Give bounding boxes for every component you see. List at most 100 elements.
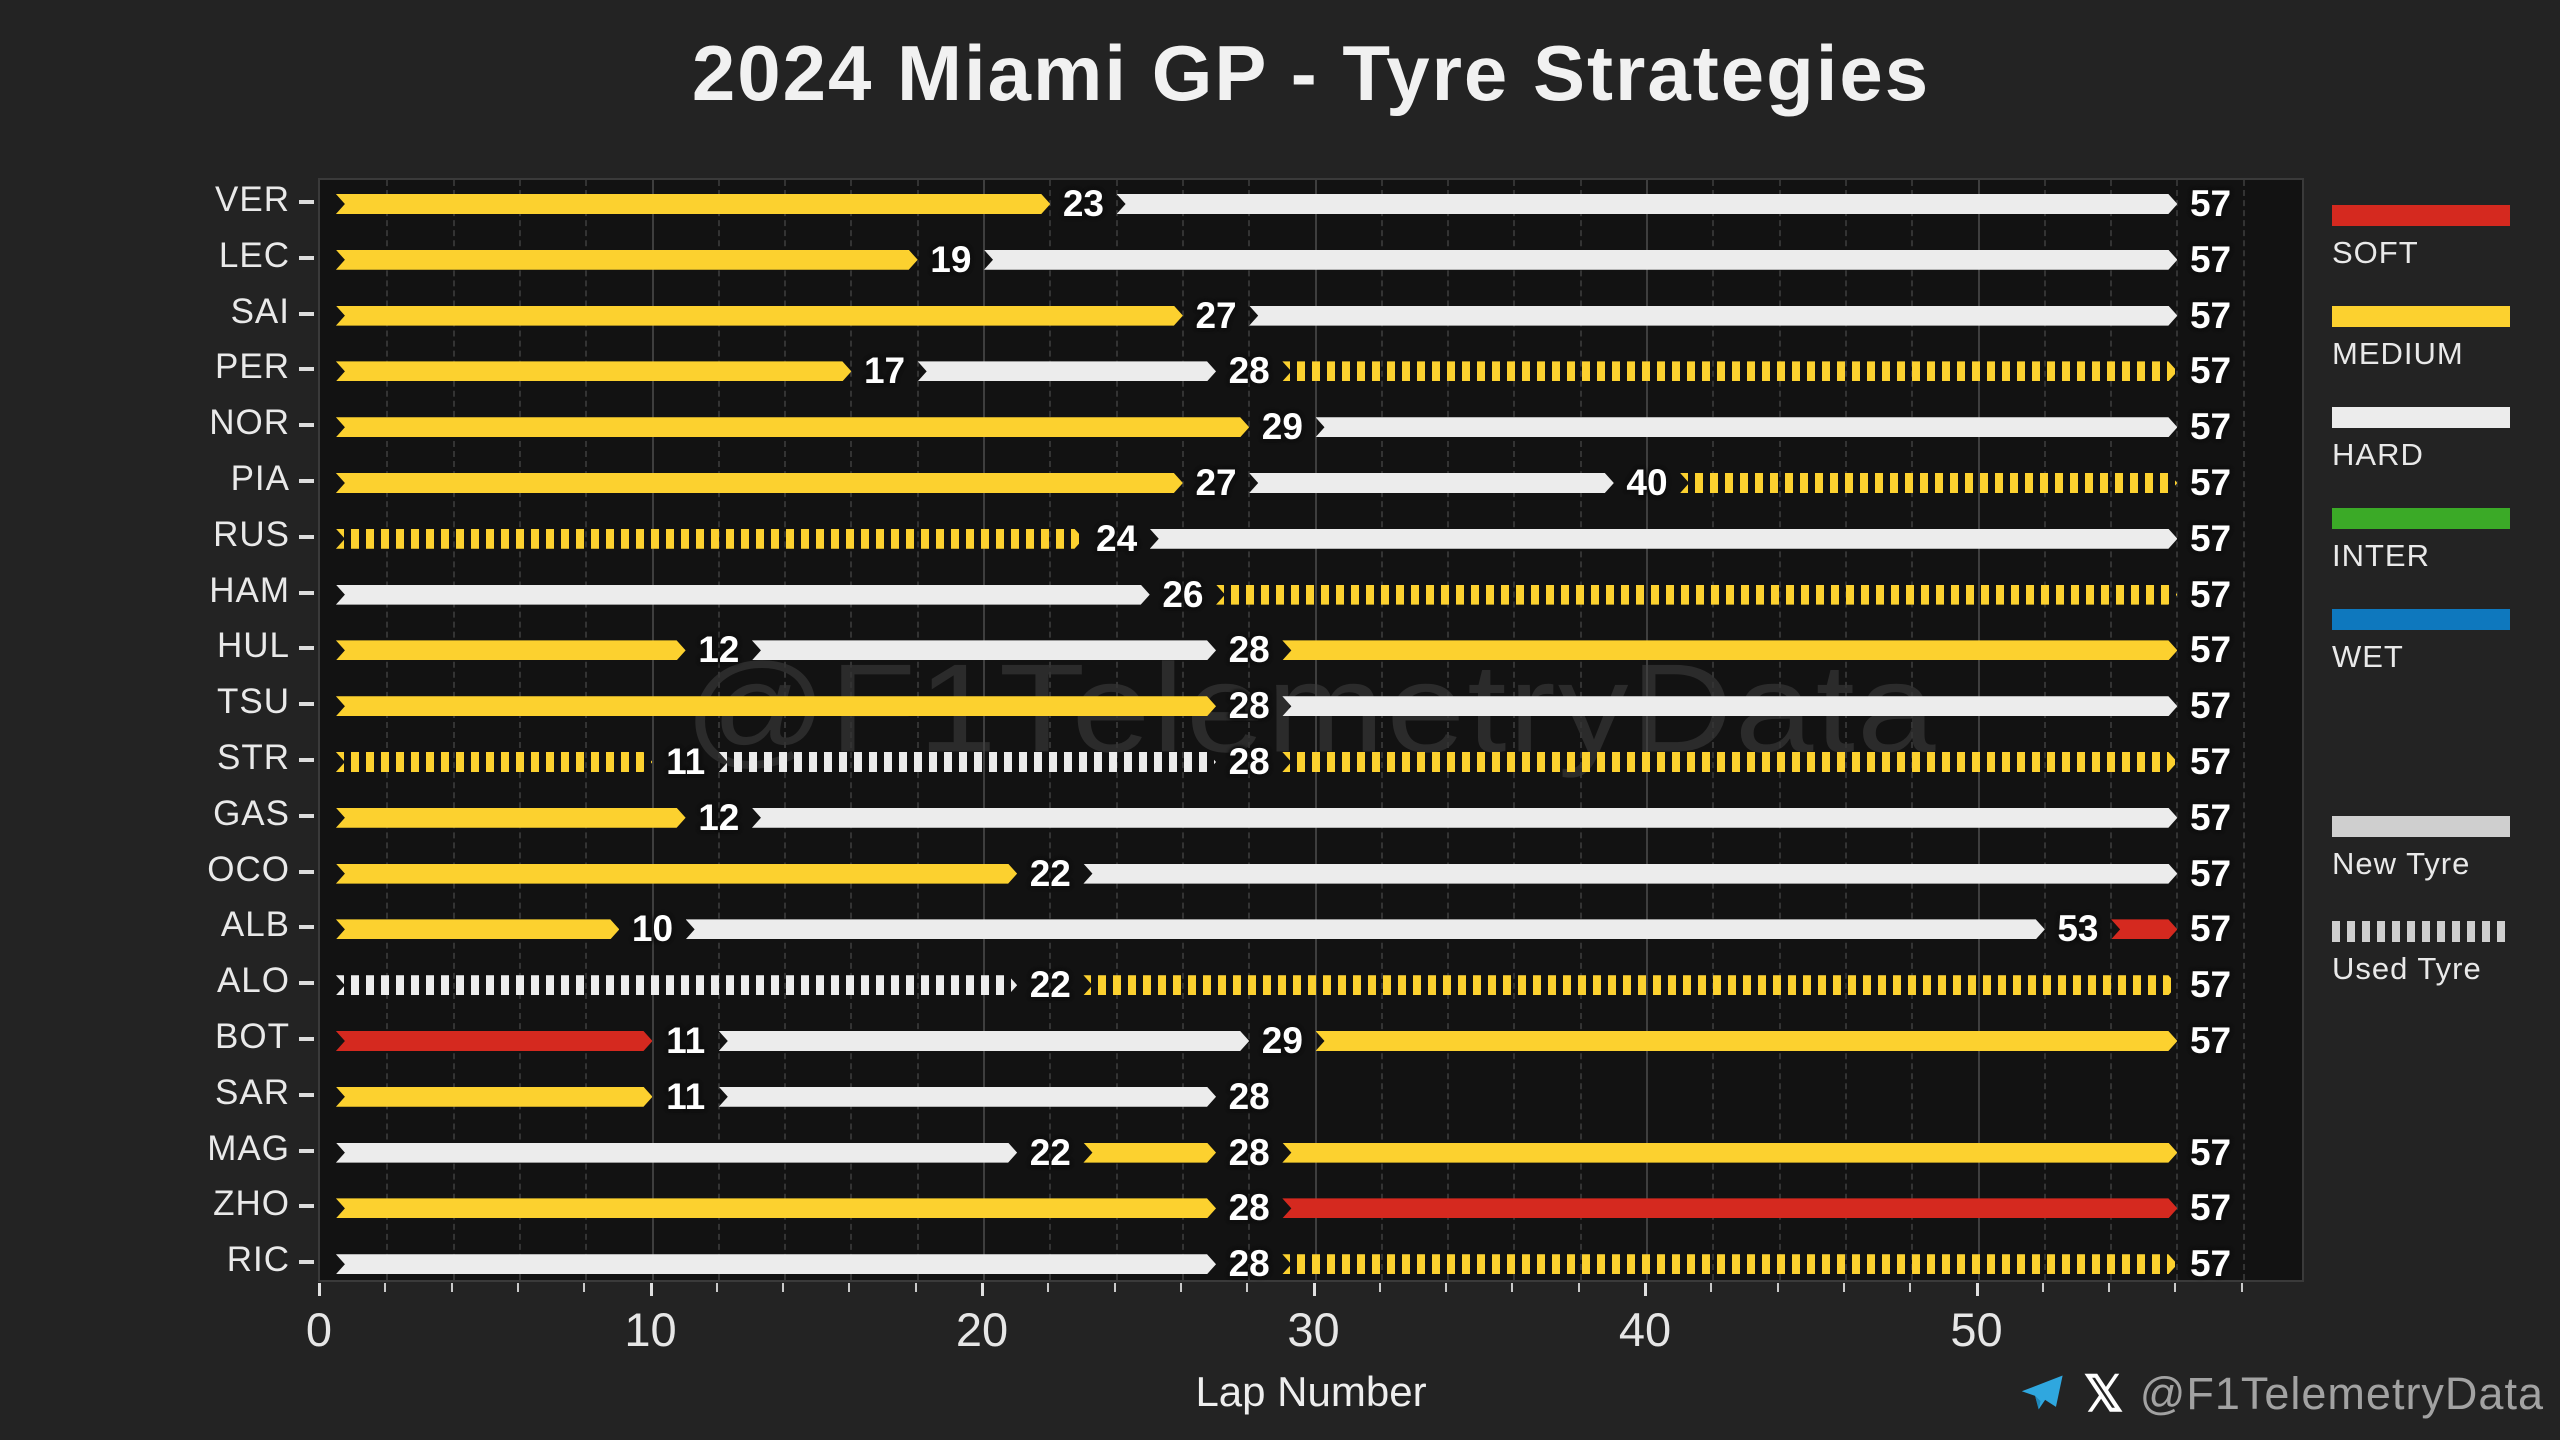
stint-bar-SAR-1 — [336, 1087, 653, 1107]
x-tick-minor — [1113, 1283, 1116, 1292]
driver-label-ZHO: ZHO — [213, 1184, 290, 1224]
y-tick — [299, 1092, 314, 1097]
stint-bar-OCO-1 — [336, 864, 1017, 884]
driver-label-HUL: HUL — [216, 626, 290, 666]
x-tick-minor — [1842, 1283, 1845, 1292]
stint-end-lap-label: 22 — [1029, 852, 1071, 894]
stint-bar-STR-1 — [336, 752, 653, 772]
stint-bar-TSU-2 — [1282, 696, 2177, 716]
stint-end-lap-label: 57 — [2189, 406, 2232, 448]
stint-end-lap-label: 28 — [1228, 1131, 1270, 1173]
stint-end-lap-label: 24 — [1096, 517, 1138, 559]
stint-end-lap-label: 11 — [666, 1020, 706, 1061]
stint-bar-ALB-2 — [686, 919, 2045, 939]
driver-label-BOT: BOT — [215, 1017, 290, 1056]
x-tick-minor — [2041, 1283, 2044, 1292]
driver-label-GAS: GAS — [213, 793, 290, 833]
stint-bar-GAS-2 — [752, 808, 2177, 828]
attribution: 𝕏 @F1TelemetryData — [2017, 1362, 2544, 1426]
y-tick — [299, 534, 314, 539]
stint-bar-NOR-2 — [1316, 417, 2178, 437]
stint-end-lap-label: 57 — [2189, 462, 2232, 503]
legend-label-wet: WET — [2332, 639, 2404, 674]
stint-end-lap-label: 22 — [1029, 964, 1071, 1006]
gridline-major — [1977, 180, 1980, 1280]
gridline-minor — [784, 180, 787, 1280]
x-tick-minor — [1445, 1283, 1448, 1292]
stint-end-lap-label: 28 — [1228, 1187, 1270, 1229]
x-tick-minor — [1511, 1283, 1514, 1292]
y-tick — [299, 1037, 314, 1041]
legend-swatch-soft — [2332, 205, 2510, 226]
gridline-major — [651, 180, 654, 1280]
legend-swatch-used-tyre — [2332, 921, 2510, 942]
stint-end-lap-label: 57 — [2189, 741, 2232, 782]
stint-bar-STR-3 — [1282, 752, 2177, 772]
stint-bar-RIC-1 — [336, 1254, 1216, 1274]
legend-label-used-tyre: Used Tyre — [2332, 951, 2482, 986]
stint-bar-HAM-2 — [1216, 585, 2177, 605]
chart-title: 2024 Miami GP - Tyre Strategies — [691, 29, 1931, 117]
stint-bar-VER-2 — [1117, 194, 2178, 214]
y-tick — [299, 311, 314, 316]
driver-label-ALB: ALB — [220, 905, 290, 945]
gridline-minor — [916, 180, 919, 1280]
x-tick-label: 20 — [955, 1303, 1009, 1356]
stint-end-lap-label: 22 — [1029, 1131, 1071, 1173]
telegram-icon — [2022, 1375, 2064, 1410]
x-tick-major — [649, 1283, 653, 1296]
stint-end-lap-label: 57 — [2189, 1187, 2232, 1229]
x-tick-minor — [1577, 1283, 1580, 1292]
plot-area: @F1TelemetryData 23 57 19 57 27 57 17 28 57 29 57 2… — [318, 178, 2304, 1284]
y-tick — [299, 423, 314, 428]
x-tick-minor — [516, 1283, 519, 1292]
stint-bar-PIA-2 — [1249, 473, 1614, 493]
y-tick — [299, 367, 314, 372]
driver-label-VER: VER — [215, 180, 290, 219]
y-tick — [299, 869, 314, 874]
stint-end-lap-label: 29 — [1261, 1020, 1303, 1061]
x-tick-minor — [2240, 1283, 2243, 1292]
stint-end-lap-label: 11 — [666, 741, 706, 782]
gridline-minor — [518, 180, 521, 1280]
stint-end-lap-label: 27 — [1195, 294, 1237, 336]
driver-label-MAG: MAG — [207, 1128, 290, 1168]
stint-end-lap-label: 57 — [2189, 685, 2232, 727]
x-tick-major — [1312, 1283, 1316, 1296]
stint-bar-SAI-2 — [1249, 306, 2177, 326]
y-tick — [299, 813, 314, 818]
stint-end-lap-label: 27 — [1195, 462, 1237, 503]
x-tick-label: 0 — [305, 1303, 333, 1356]
gridline-minor — [386, 180, 389, 1280]
stint-end-lap-label: 28 — [1228, 685, 1270, 727]
stint-bar-STR-2 — [719, 752, 1216, 772]
legend-label-new-tyre: New Tyre — [2332, 846, 2471, 881]
stint-end-lap-label: 57 — [2189, 964, 2232, 1006]
stint-end-lap-label: 57 — [2189, 1020, 2232, 1061]
gridline-minor — [1380, 180, 1383, 1280]
stint-end-lap-label: 28 — [1228, 629, 1270, 671]
gridline-minor — [1712, 180, 1715, 1280]
driver-label-TSU: TSU — [217, 682, 290, 722]
legend-label-soft: SOFT — [2332, 235, 2419, 270]
stint-bar-RUS-1 — [336, 529, 1084, 549]
stint-end-lap-label: 10 — [631, 908, 674, 950]
x-logo-icon: 𝕏 — [2083, 1366, 2124, 1422]
gridline-minor — [1579, 180, 1582, 1280]
x-axis-title: Lap Number — [1195, 1368, 1427, 1415]
stint-end-lap-label: 57 — [2189, 294, 2232, 336]
stint-bar-PER-3 — [1282, 361, 2177, 381]
gridline-minor — [850, 180, 853, 1280]
driver-label-LEC: LEC — [218, 235, 290, 275]
stint-bar-OCO-2 — [1083, 864, 2177, 884]
stint-bar-ALB-1 — [336, 919, 619, 939]
stint-bar-BOT-1 — [336, 1031, 653, 1051]
stint-bar-SAR-2 — [719, 1087, 1216, 1107]
stint-bar-ALB-3 — [2111, 919, 2177, 939]
x-tick-minor — [384, 1283, 387, 1292]
gridline-minor — [452, 180, 455, 1280]
stint-end-lap-label: 57 — [2189, 238, 2232, 280]
gridline-minor — [2176, 180, 2179, 1280]
gridline-minor — [1513, 180, 1516, 1280]
